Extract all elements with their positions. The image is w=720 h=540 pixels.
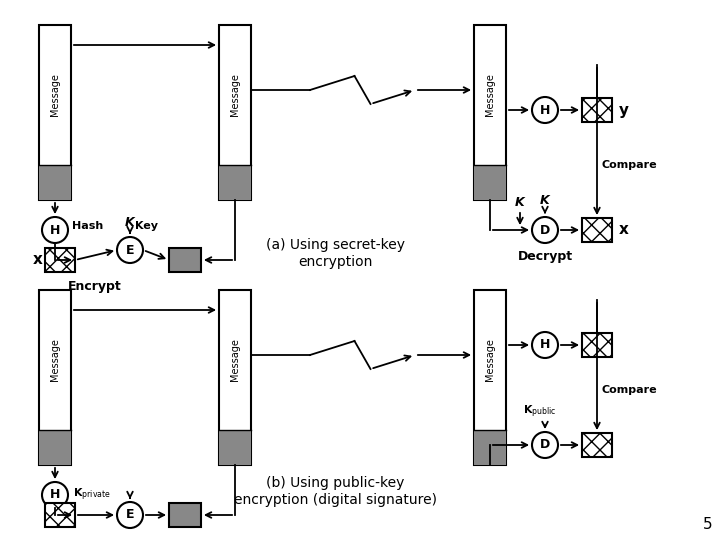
Circle shape [42, 217, 68, 243]
Circle shape [532, 97, 558, 123]
Text: (b) Using public-key: (b) Using public-key [266, 476, 404, 490]
Bar [582, 333, 612, 357]
Bar [219, 290, 251, 465]
Bar [474, 290, 506, 465]
Text: H: H [540, 339, 550, 352]
Bar [219, 25, 251, 200]
Text: Message: Message [50, 73, 60, 117]
Circle shape [117, 502, 143, 528]
Bar [169, 248, 201, 272]
Text: x: x [33, 253, 43, 267]
Text: x: x [619, 222, 629, 238]
Text: H: H [540, 104, 550, 117]
Text: Message: Message [230, 73, 240, 117]
Text: K: K [516, 196, 525, 209]
Bar [219, 165, 251, 200]
Text: K: K [540, 194, 550, 207]
Bar [39, 25, 71, 200]
Bar [474, 25, 506, 200]
Text: K$_{\rm private}$: K$_{\rm private}$ [73, 487, 111, 503]
Text: D: D [540, 438, 550, 451]
Text: Message: Message [50, 339, 60, 381]
Text: H: H [50, 489, 60, 502]
Text: K: K [125, 216, 135, 229]
Text: K$_{\rm public}$: K$_{\rm public}$ [523, 403, 557, 420]
Text: encryption (digital signature): encryption (digital signature) [233, 493, 436, 507]
Bar [39, 165, 71, 200]
Circle shape [532, 332, 558, 358]
Text: H: H [50, 224, 60, 237]
Text: Compare: Compare [602, 160, 657, 170]
Text: Key: Key [135, 221, 158, 231]
Text: Hash: Hash [72, 221, 103, 231]
Text: Message: Message [230, 339, 240, 381]
Bar [474, 165, 506, 200]
Text: Message: Message [485, 339, 495, 381]
Text: Compare: Compare [602, 385, 657, 395]
Text: E: E [126, 509, 134, 522]
Bar [219, 430, 251, 465]
Bar [474, 430, 506, 465]
Text: (a) Using secret-key: (a) Using secret-key [266, 238, 405, 252]
Bar [582, 218, 612, 242]
Text: 5: 5 [703, 517, 712, 532]
Text: E: E [126, 244, 134, 256]
Bar [169, 503, 201, 527]
Bar [582, 98, 612, 122]
Text: Encrypt: Encrypt [68, 280, 122, 293]
Circle shape [42, 482, 68, 508]
Bar [45, 248, 75, 272]
Bar [39, 290, 71, 465]
Text: D: D [540, 224, 550, 237]
Bar [39, 430, 71, 465]
Circle shape [532, 432, 558, 458]
Text: encryption: encryption [298, 255, 372, 269]
Text: y: y [619, 103, 629, 118]
Bar [582, 433, 612, 457]
Bar [45, 503, 75, 527]
Text: Message: Message [485, 73, 495, 117]
Text: Decrypt: Decrypt [518, 250, 572, 263]
Circle shape [117, 237, 143, 263]
Circle shape [532, 217, 558, 243]
